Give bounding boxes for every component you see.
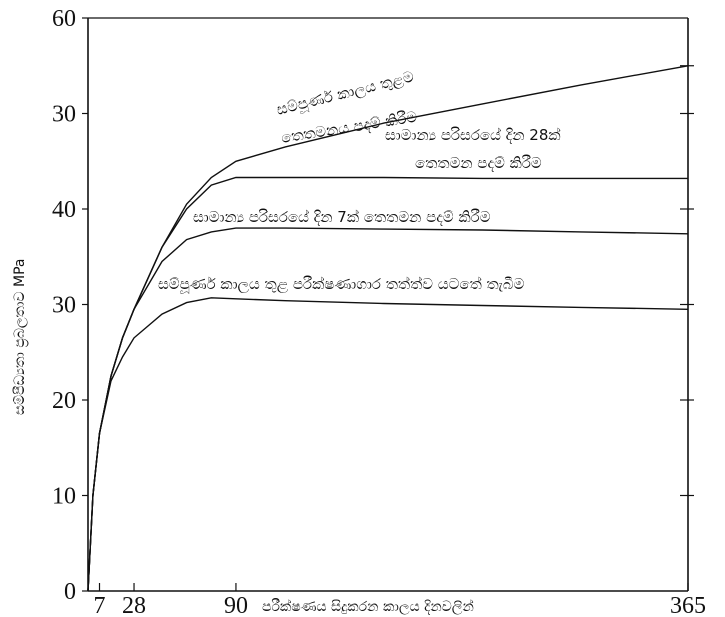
y-tick-label-5: 30: [52, 102, 76, 128]
y-tick-labels: 0 10 20 30 40 30 60: [52, 6, 88, 605]
y-tick-label-1: 10: [52, 484, 76, 510]
y-axis-label: සම්පීඩ්‍යතා ප්‍රබලතාව MPa: [12, 259, 29, 416]
series-label-2a: සාමාන්‍ය පරිසරයේ දින 28ක්: [385, 126, 561, 144]
y-tick-label-4: 40: [52, 197, 76, 223]
y-tick-label-6: 60: [52, 6, 76, 32]
series-line-1: [87, 65, 689, 592]
right-border-ticks: [680, 65, 694, 497]
series-labels: සම්පූර්ණ කාලය තුළම තෙතමනය පදම් කිරීම සාම…: [158, 67, 561, 294]
series-line-4: [87, 297, 689, 592]
y-tick-label-3: 30: [52, 293, 76, 319]
x-tick-label-3: 365: [670, 593, 706, 617]
series-lines: [87, 65, 689, 592]
x-tick-labels: 7 28 90 365: [94, 583, 706, 617]
series-label-4: සම්පූර්ණ කාලය තුළ පරීක්ෂණාගාර තත්ත්ව යටත…: [158, 275, 525, 294]
plot-frame: [87, 17, 689, 592]
x-tick-label-1: 28: [122, 593, 146, 617]
x-axis-label: පරීක්ෂණය සිදුකරන කාලය දිනවලින්: [262, 599, 474, 615]
y-tick-label-0: 0: [64, 579, 76, 605]
series-line-2: [87, 176, 688, 592]
x-tick-label-0: 7: [94, 593, 106, 617]
series-label-2b: තෙතමන පදම් කිරීම: [415, 154, 542, 172]
y-tick-label-2: 20: [52, 388, 76, 414]
series-label-3: සාමාන්‍ය පරිසරයේ දින 7ක් තෙතමන පදම් කිරී…: [193, 208, 491, 226]
x-tick-label-2: 90: [224, 593, 248, 617]
